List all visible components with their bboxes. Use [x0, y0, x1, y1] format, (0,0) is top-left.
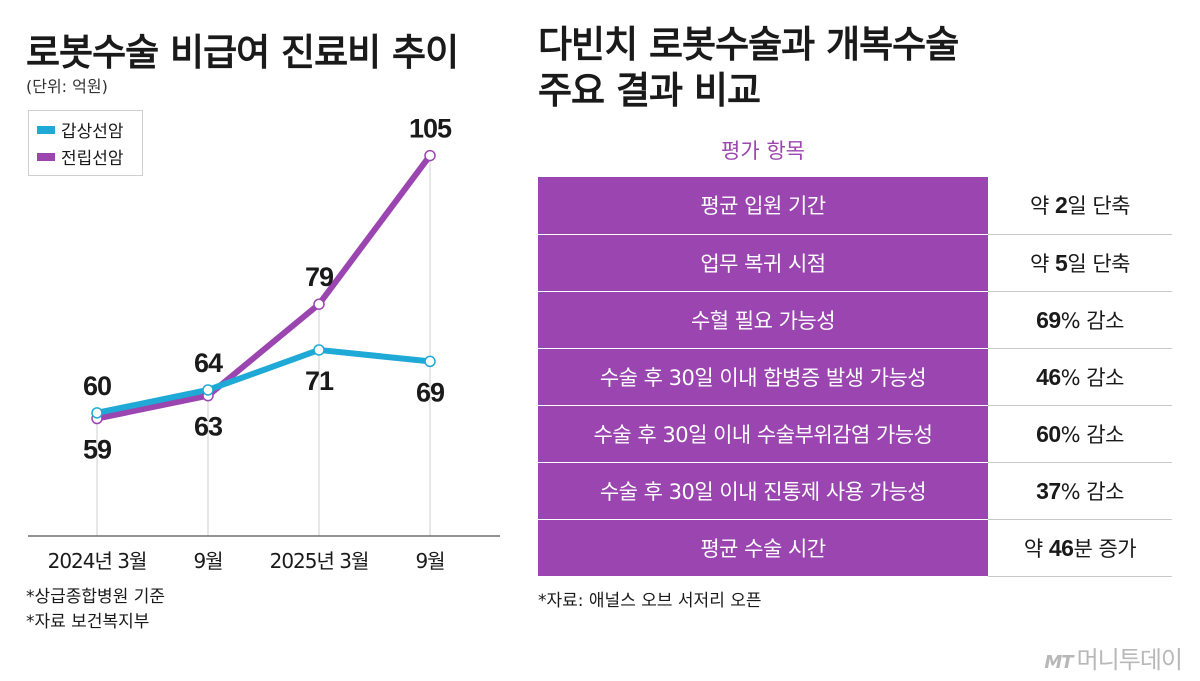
table-cell-item: 수술 후 30일 이내 합병증 발생 가능성 [538, 348, 988, 406]
table-row: 수술 후 30일 이내 진통제 사용 가능성 37% 감소 [538, 462, 1172, 520]
result-suffix: % 감소 [1060, 365, 1125, 390]
table-title: 다빈치 로봇수술과 개복수술 주요 결과 비교 [538, 22, 959, 114]
result-number: 37 [1036, 477, 1061, 504]
data-point-jeonrip [424, 149, 436, 162]
result-suffix: 일 단축 [1067, 194, 1130, 219]
data-point-gapsang [91, 407, 103, 419]
x-tick-label: 9월 [193, 549, 222, 573]
result-suffix: % 감소 [1060, 422, 1125, 447]
result-number: 46 [1036, 363, 1061, 390]
data-point-gapsang [313, 344, 325, 356]
table-row: 평균 수술 시간 약 46분 증가 [538, 519, 1172, 577]
data-point-jeonrip [313, 298, 325, 310]
table-cell-result: 69% 감소 [988, 291, 1172, 349]
result-number: 69 [1036, 306, 1061, 333]
result-suffix: % 감소 [1060, 479, 1125, 504]
table-cell-result: 37% 감소 [988, 462, 1172, 520]
table-row: 수술 후 30일 이내 수술부위감염 가능성 60% 감소 [538, 405, 1172, 463]
line-chart: 2024년 3월 9월 2025년 3월 9월 60 64 71 69 59 63 79 105 [28, 114, 500, 573]
table-cell-result: 60% 감소 [988, 405, 1172, 463]
logo-mark: MT [1044, 652, 1073, 673]
result-number: 60 [1036, 420, 1061, 447]
table-cell-item: 수혈 필요 가능성 [538, 291, 988, 349]
table-note-source: *자료: 애널스 오브 서저리 오픈 [538, 591, 762, 611]
chart-title: 로봇수술 비급여 진료비 추이 [26, 31, 459, 74]
result-prefix: 약 [1030, 194, 1056, 219]
table-row: 업무 복귀 시점 약 5일 단축 [538, 234, 1172, 292]
legend-label-gapsang: 갑상선암 [61, 122, 124, 142]
table-cell-result: 약 2일 단축 [988, 177, 1172, 235]
x-tick-label: 9월 [415, 549, 444, 573]
table-cell-item: 수술 후 30일 이내 진통제 사용 가능성 [538, 462, 988, 520]
table-title-line-2: 주요 결과 비교 [538, 69, 761, 112]
series-line-jeonrip [94, 152, 433, 422]
publisher-logo: MT 머니투데이 [1044, 640, 1183, 675]
data-point-gapsang [424, 355, 436, 368]
table-cell-item: 평균 입원 기간 [538, 177, 988, 235]
table-row: 평균 입원 기간 약 2일 단축 [538, 177, 1172, 235]
data-point-gapsang [202, 384, 214, 396]
chart-note-basis: *상급종합병원 기준 [26, 587, 166, 607]
chart-legend: 갑상선암 전립선암 [28, 110, 143, 176]
table-row: 수술 후 30일 이내 합병증 발생 가능성 46% 감소 [538, 348, 1172, 406]
legend-swatch-gapsang [37, 125, 55, 134]
data-label-jeonrip: 105 [409, 114, 452, 144]
logo-text: 머니투데이 [1076, 646, 1183, 674]
comparison-table: 평균 입원 기간 약 2일 단축 업무 복귀 시점 약 5일 단축 수혈 필요 가능성 6… [538, 177, 1172, 577]
table-cell-result: 46% 감소 [988, 348, 1172, 406]
result-prefix: 약 [1030, 251, 1056, 276]
chart-note-source: *자료 보건복지부 [26, 612, 150, 632]
chart-unit: (단위: 억원) [26, 77, 108, 96]
table-cell-result: 약 5일 단축 [988, 234, 1172, 292]
table-cell-item: 업무 복귀 시점 [538, 234, 988, 292]
data-label-gapsang: 71 [305, 366, 334, 396]
data-label-gapsang: 60 [83, 371, 111, 401]
data-label-jeonrip: 79 [305, 262, 334, 292]
result-number: 2 [1055, 192, 1068, 219]
table-title-line-1: 다빈치 로봇수술과 개복수술 [538, 23, 959, 66]
legend-swatch-jeonrip [37, 152, 55, 161]
table-cell-item: 평균 수술 시간 [538, 519, 988, 577]
result-prefix: 약 [1023, 536, 1049, 561]
table-header-label: 평가 항목 [721, 139, 805, 163]
x-tick-label: 2025년 3월 [270, 549, 369, 573]
legend-item-gapsang: 갑상선암 [37, 116, 134, 143]
result-suffix: 일 단축 [1067, 251, 1130, 276]
data-label-gapsang: 64 [194, 348, 223, 378]
x-tick-label: 2024년 3월 [48, 549, 147, 573]
legend-item-jeonrip: 전립선암 [37, 143, 134, 170]
table-row: 수혈 필요 가능성 69% 감소 [538, 291, 1172, 349]
result-suffix: % 감소 [1060, 308, 1125, 333]
legend-label-jeonrip: 전립선암 [61, 149, 124, 169]
result-number: 46 [1048, 534, 1074, 561]
table-cell-result: 약 46분 증가 [988, 519, 1172, 577]
result-suffix: 분 증가 [1073, 536, 1137, 561]
series-line-gapsang [94, 346, 433, 416]
data-label-jeonrip: 63 [194, 412, 223, 442]
data-label-gapsang: 69 [416, 377, 445, 407]
result-number: 5 [1055, 249, 1068, 276]
data-label-jeonrip: 59 [83, 435, 112, 465]
chart-notes: *상급종합병원 기준 *자료 보건복지부 [26, 585, 165, 635]
table-cell-item: 수술 후 30일 이내 수술부위감염 가능성 [538, 405, 988, 463]
